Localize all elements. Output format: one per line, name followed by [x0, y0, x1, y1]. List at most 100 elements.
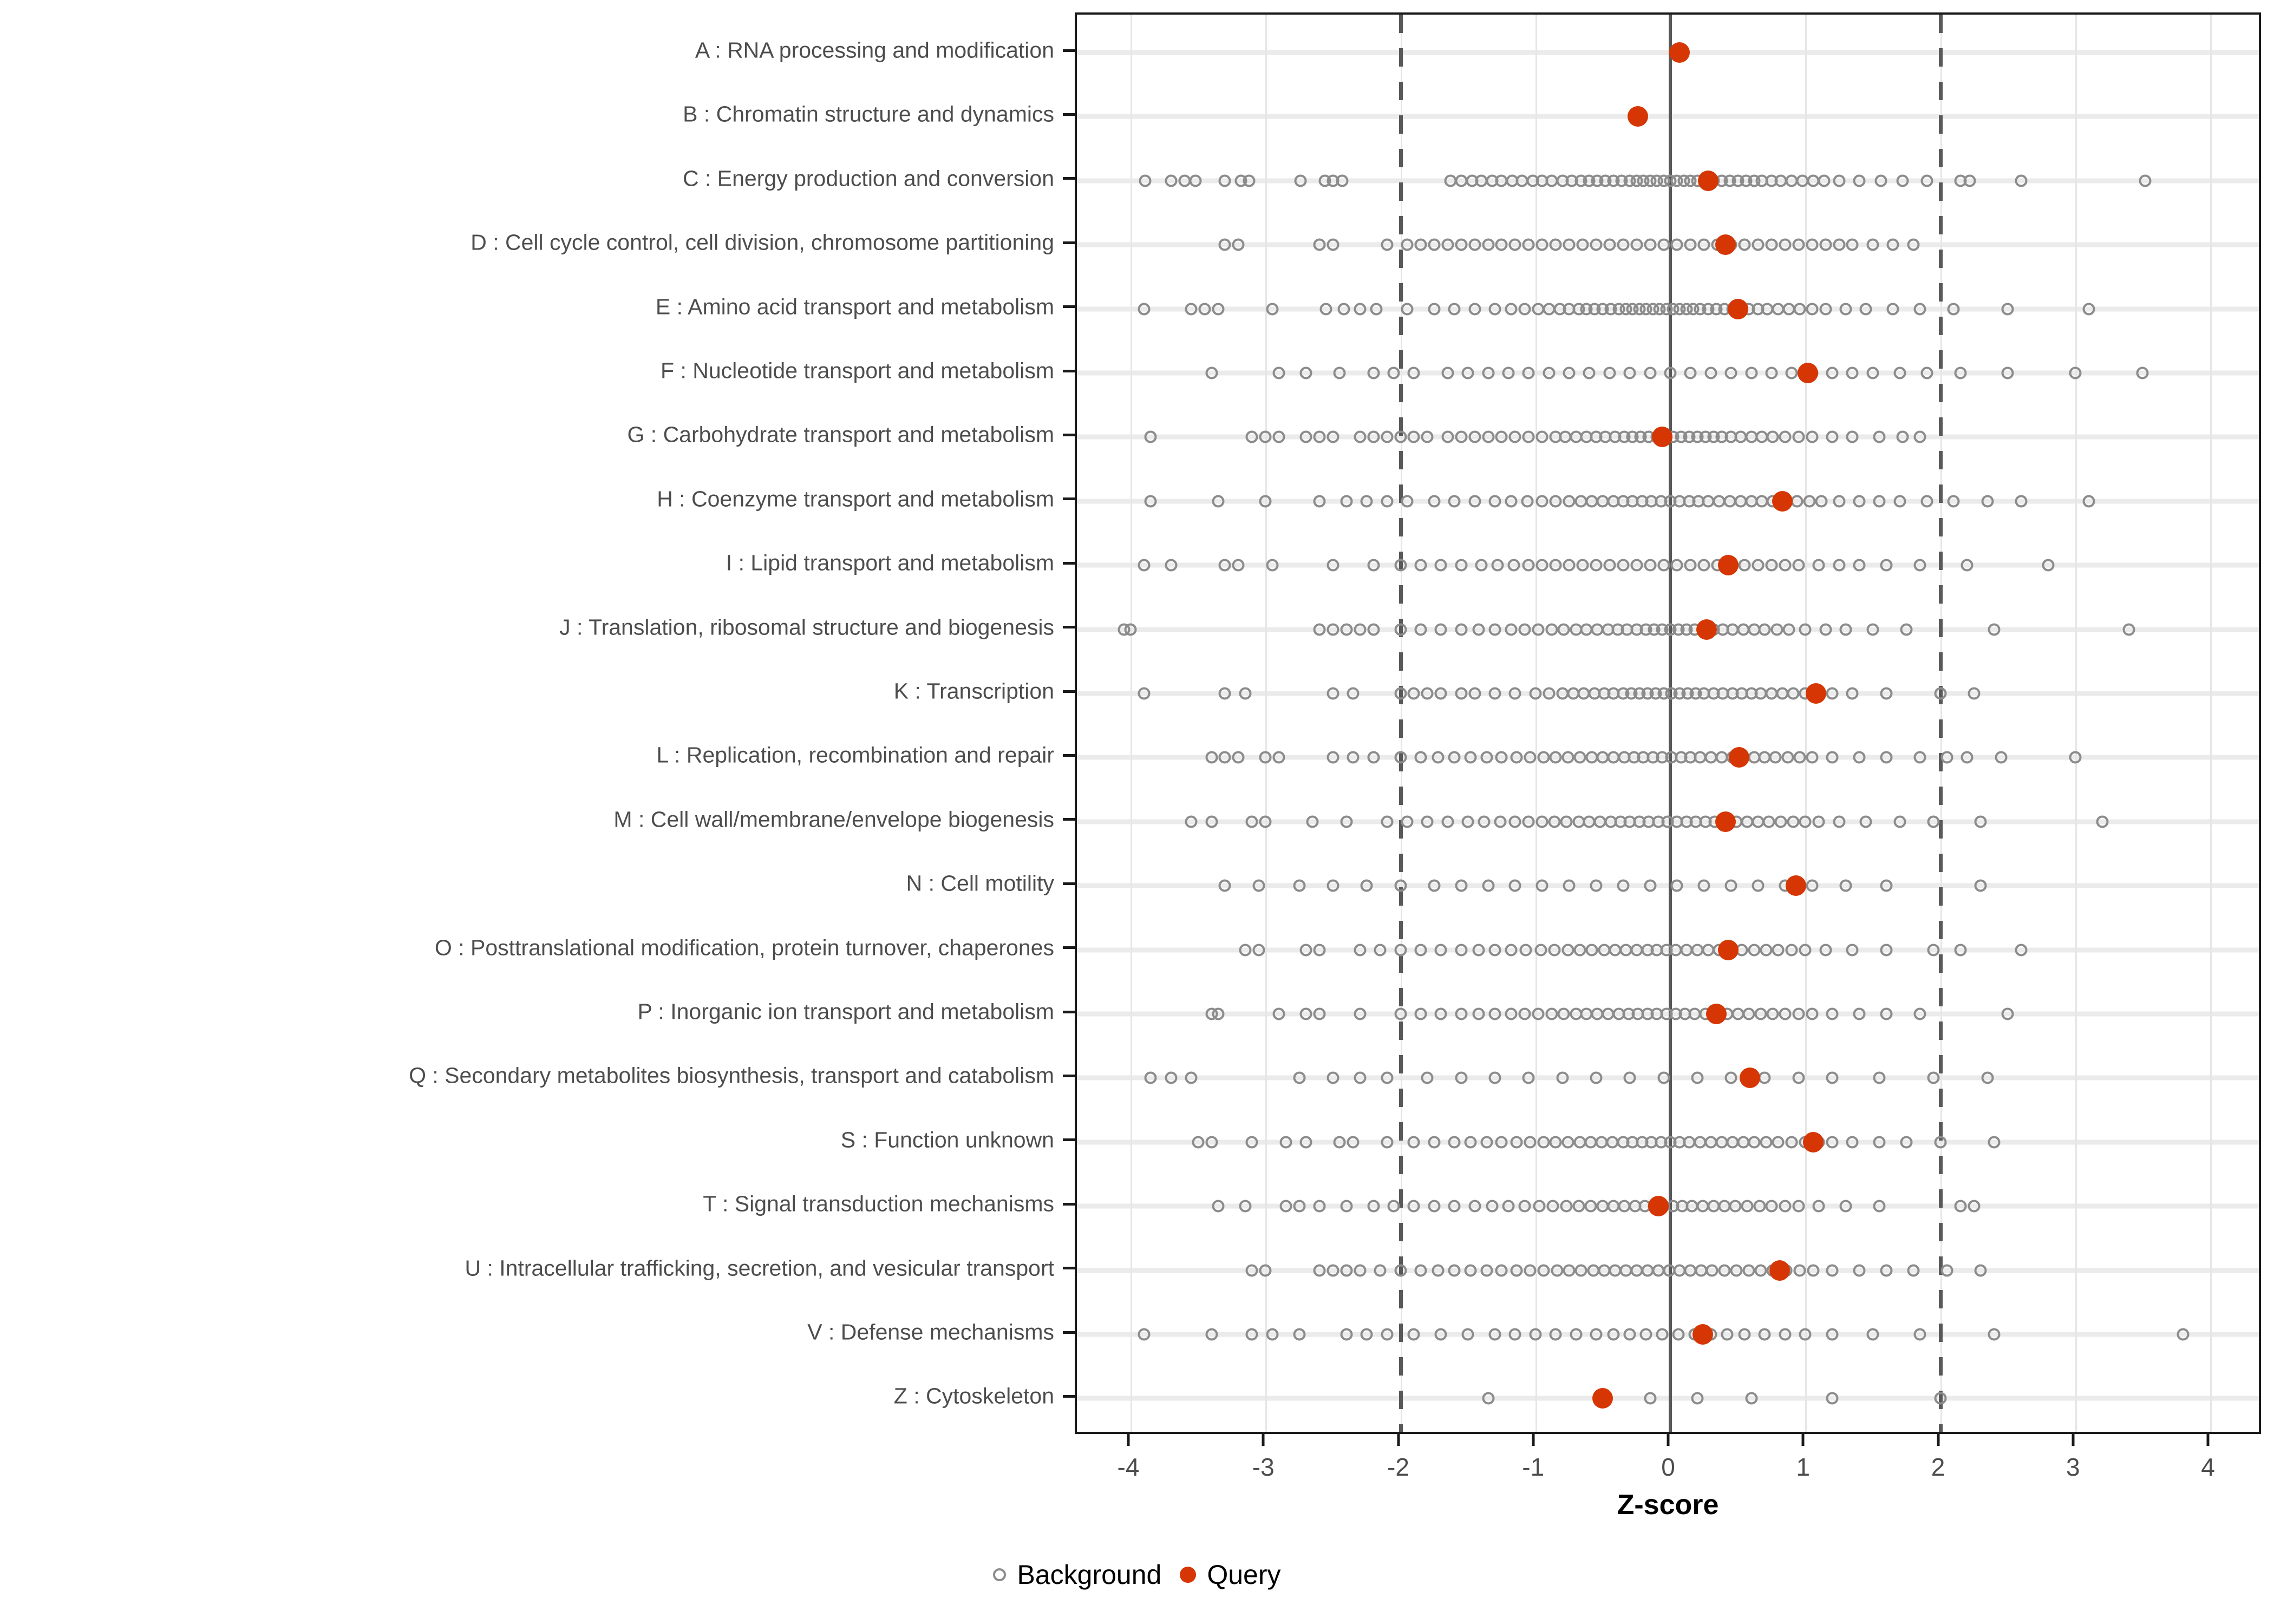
background-point — [1138, 1328, 1151, 1341]
background-point — [1913, 559, 1926, 572]
background-point — [1414, 623, 1427, 636]
background-point — [1505, 495, 1518, 508]
category-label: U : Intracellular trafficking, secretion… — [465, 1255, 1054, 1281]
background-point — [1354, 623, 1367, 636]
background-point — [1243, 174, 1256, 187]
background-point — [1313, 430, 1326, 443]
background-point — [1299, 944, 1312, 957]
background-point — [1532, 623, 1545, 636]
x-tick-label: 1 — [1796, 1453, 1811, 1481]
background-point — [1563, 238, 1576, 251]
background-point — [1299, 430, 1312, 443]
background-point — [1205, 1328, 1218, 1341]
background-point — [1414, 751, 1427, 764]
background-point — [1672, 1328, 1685, 1341]
background-point — [1144, 495, 1157, 508]
background-point — [1765, 238, 1778, 251]
background-point — [1468, 430, 1481, 443]
background-point — [1551, 1264, 1564, 1277]
background-point — [1585, 944, 1598, 957]
background-point — [1670, 559, 1683, 572]
background-point — [1913, 751, 1926, 764]
background-point — [1886, 303, 1899, 316]
query-point — [1715, 234, 1736, 256]
background-point — [1806, 238, 1819, 251]
background-point — [1347, 1136, 1360, 1149]
background-point — [1266, 1328, 1279, 1341]
background-point — [1657, 238, 1670, 251]
background-point — [1718, 1264, 1731, 1277]
legend-label-background: Background — [1017, 1560, 1162, 1590]
background-point — [1165, 174, 1178, 187]
background-point — [2122, 623, 2135, 636]
background-point — [1617, 559, 1630, 572]
background-point — [1752, 238, 1765, 251]
background-point — [1327, 430, 1339, 443]
background-point — [1488, 623, 1501, 636]
background-point — [1327, 559, 1339, 572]
background-point — [1792, 559, 1805, 572]
y-tick-mark — [1063, 1267, 1075, 1270]
background-point — [1455, 1071, 1468, 1084]
background-point — [2042, 559, 2055, 572]
background-point — [1486, 1200, 1499, 1213]
background-point — [1259, 751, 1272, 764]
background-point — [1561, 944, 1574, 957]
background-point — [1644, 238, 1657, 251]
background-point — [1934, 687, 1946, 700]
background-point — [1259, 1264, 1272, 1277]
background-point — [1760, 1136, 1773, 1149]
background-point — [1401, 303, 1414, 316]
category-label: K : Transcription — [893, 678, 1054, 704]
background-point — [1819, 944, 1832, 957]
x-tick-label: 2 — [1931, 1453, 1945, 1481]
background-point — [1464, 1264, 1477, 1277]
background-point — [1482, 1392, 1494, 1405]
background-point — [1779, 1200, 1792, 1213]
background-point — [1549, 1136, 1562, 1149]
background-point — [1535, 559, 1548, 572]
background-point — [1691, 1071, 1704, 1084]
background-point — [1519, 944, 1532, 957]
background-point — [1521, 495, 1534, 508]
background-point — [1354, 1264, 1367, 1277]
background-point — [1354, 1007, 1367, 1020]
background-point — [1570, 1328, 1583, 1341]
legend-item-background: Background — [993, 1559, 1161, 1590]
background-point — [1354, 430, 1367, 443]
background-point — [1522, 238, 1535, 251]
background-point — [1522, 815, 1535, 828]
background-point — [1327, 879, 1339, 892]
background-point — [2001, 303, 2014, 316]
background-point — [1475, 559, 1488, 572]
background-point — [1482, 430, 1494, 443]
background-point — [1697, 559, 1710, 572]
background-point — [1758, 623, 1771, 636]
background-point — [1387, 366, 1400, 379]
x-gridline — [1535, 15, 1537, 1432]
category-label: J : Translation, ribosomal structure and… — [559, 614, 1054, 640]
background-point — [1576, 238, 1589, 251]
background-point — [1684, 366, 1697, 379]
background-point — [1754, 1007, 1767, 1020]
background-point — [1833, 174, 1846, 187]
background-point — [1313, 1007, 1326, 1020]
y-tick-mark — [1063, 754, 1075, 757]
row-gridline — [1077, 50, 2259, 55]
background-point — [1279, 1136, 1292, 1149]
background-point — [1968, 687, 1981, 700]
background-point — [1333, 1136, 1346, 1149]
background-point — [1239, 944, 1252, 957]
background-point — [1455, 879, 1468, 892]
background-point — [1548, 815, 1561, 828]
background-point — [1826, 1392, 1839, 1405]
background-point — [1421, 430, 1434, 443]
background-point — [1434, 623, 1447, 636]
background-point — [1313, 944, 1326, 957]
background-point — [1812, 1200, 1825, 1213]
x-tick-mark — [1262, 1434, 1265, 1446]
background-point — [1974, 815, 1987, 828]
background-point — [1239, 1200, 1252, 1213]
background-point — [1880, 1264, 1893, 1277]
y-tick-mark — [1063, 49, 1075, 52]
